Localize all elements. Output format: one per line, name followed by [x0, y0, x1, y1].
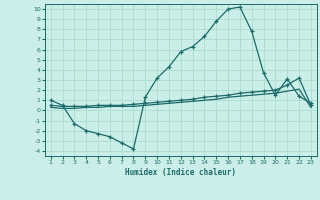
X-axis label: Humidex (Indice chaleur): Humidex (Indice chaleur)	[125, 168, 236, 177]
